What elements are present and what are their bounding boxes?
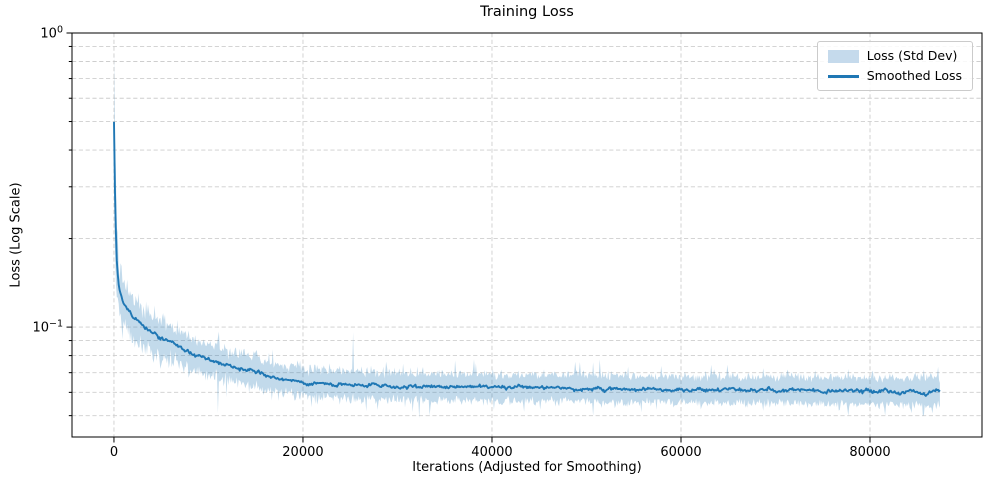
axes-spines bbox=[71, 32, 983, 438]
smoothed-loss-line bbox=[113, 121, 941, 397]
y-tick-label: 100 bbox=[40, 25, 63, 42]
legend-item-band: Loss (Std Dev) bbox=[827, 48, 962, 64]
x-axis-label: Iterations (Adjusted for Smoothing) bbox=[412, 460, 642, 475]
chart-title: Training Loss bbox=[480, 4, 574, 20]
x-tick-label: 0 bbox=[110, 445, 118, 460]
legend-label-line: Smoothed Loss bbox=[866, 68, 962, 83]
y-axis-label: Loss (Log Scale) bbox=[8, 182, 24, 288]
legend-item-line: Smoothed Loss bbox=[827, 68, 962, 84]
legend: Loss (Std Dev) Smoothed Loss bbox=[816, 41, 973, 91]
x-tick-label: 60000 bbox=[660, 445, 701, 460]
y-tick-label: 10−1 bbox=[32, 319, 63, 336]
x-tick-label: 40000 bbox=[471, 445, 512, 460]
x-tick-label: 20000 bbox=[282, 445, 323, 460]
legend-label-band: Loss (Std Dev) bbox=[866, 48, 958, 63]
x-tick-label: 80000 bbox=[849, 445, 890, 460]
line-swatch bbox=[827, 74, 859, 78]
stddev-band bbox=[114, 52, 940, 419]
band-swatch bbox=[827, 49, 859, 63]
